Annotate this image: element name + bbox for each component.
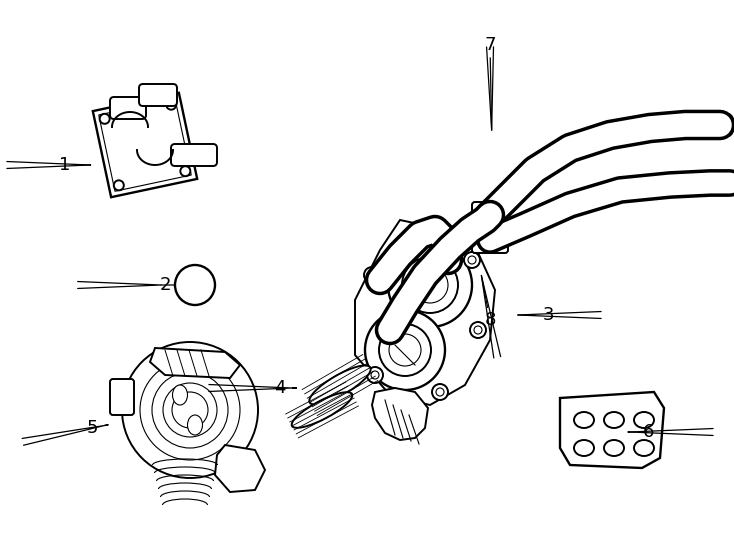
Polygon shape (372, 388, 428, 440)
FancyBboxPatch shape (139, 84, 177, 106)
Text: 5: 5 (87, 419, 98, 437)
Text: 7: 7 (484, 36, 495, 54)
Circle shape (432, 384, 448, 400)
Ellipse shape (634, 412, 654, 428)
Text: 1: 1 (59, 156, 70, 174)
Ellipse shape (309, 366, 371, 404)
Text: 4: 4 (275, 379, 286, 397)
Circle shape (100, 114, 109, 124)
Circle shape (470, 322, 486, 338)
Circle shape (402, 257, 458, 313)
Ellipse shape (172, 385, 187, 405)
Circle shape (412, 267, 448, 303)
Ellipse shape (604, 412, 624, 428)
Circle shape (379, 324, 431, 376)
Circle shape (464, 252, 480, 268)
Ellipse shape (634, 440, 654, 456)
FancyBboxPatch shape (110, 379, 134, 415)
Circle shape (114, 180, 124, 190)
Text: 8: 8 (484, 311, 495, 329)
Circle shape (389, 334, 421, 366)
Polygon shape (560, 392, 664, 468)
Circle shape (388, 243, 472, 327)
Circle shape (166, 100, 176, 110)
FancyBboxPatch shape (110, 97, 146, 119)
Ellipse shape (604, 440, 624, 456)
Polygon shape (215, 445, 265, 492)
Circle shape (371, 371, 379, 379)
Circle shape (365, 310, 445, 390)
Circle shape (364, 267, 380, 283)
Text: 6: 6 (642, 423, 654, 441)
Circle shape (474, 326, 482, 334)
Circle shape (368, 271, 376, 279)
Ellipse shape (187, 415, 203, 435)
Ellipse shape (725, 173, 734, 193)
Ellipse shape (574, 440, 594, 456)
Text: 3: 3 (542, 306, 553, 324)
Polygon shape (150, 348, 240, 378)
Circle shape (367, 367, 383, 383)
Text: 2: 2 (159, 276, 171, 294)
Polygon shape (92, 93, 197, 197)
Polygon shape (355, 220, 495, 405)
Circle shape (175, 265, 215, 305)
Ellipse shape (722, 114, 734, 136)
Ellipse shape (291, 392, 352, 428)
Circle shape (468, 256, 476, 264)
Ellipse shape (574, 412, 594, 428)
Circle shape (122, 342, 258, 478)
Circle shape (436, 388, 444, 396)
FancyBboxPatch shape (472, 202, 508, 253)
Circle shape (181, 166, 190, 176)
FancyBboxPatch shape (171, 144, 217, 166)
